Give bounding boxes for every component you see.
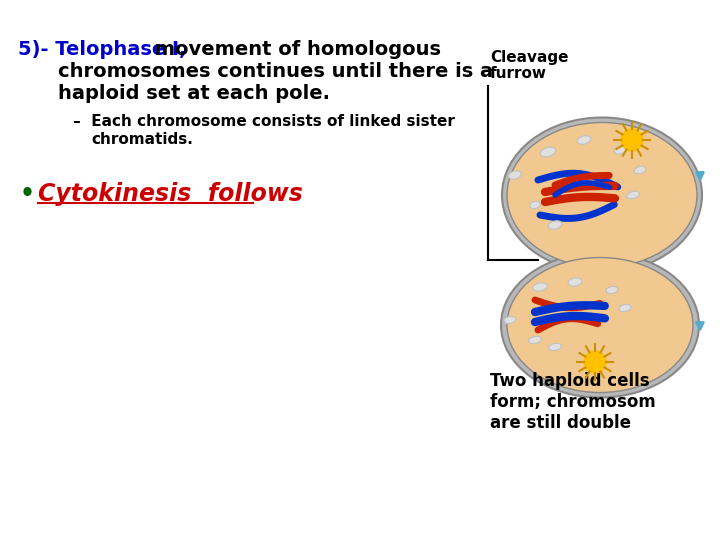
Text: Two haploid cells
form; chromosom
are still double: Two haploid cells form; chromosom are st… — [490, 372, 656, 431]
Ellipse shape — [606, 286, 618, 294]
Ellipse shape — [577, 136, 591, 144]
Ellipse shape — [614, 146, 626, 154]
Ellipse shape — [507, 123, 697, 267]
Ellipse shape — [619, 305, 631, 312]
Text: Cytokinesis  follows: Cytokinesis follows — [38, 182, 303, 206]
Circle shape — [584, 351, 606, 373]
Text: haploid set at each pole.: haploid set at each pole. — [58, 84, 330, 103]
Ellipse shape — [530, 201, 541, 208]
Ellipse shape — [508, 171, 521, 179]
Ellipse shape — [502, 118, 702, 273]
Text: chromatids.: chromatids. — [91, 132, 193, 147]
Ellipse shape — [548, 221, 562, 230]
Text: Cleavage: Cleavage — [490, 50, 569, 65]
Text: furrow: furrow — [490, 66, 547, 81]
Text: •: • — [20, 182, 35, 206]
Ellipse shape — [568, 278, 582, 286]
Ellipse shape — [504, 316, 516, 323]
Text: 5)- Telophase I,: 5)- Telophase I, — [18, 40, 186, 59]
Ellipse shape — [634, 166, 646, 174]
Ellipse shape — [501, 253, 699, 397]
Circle shape — [621, 129, 643, 151]
Ellipse shape — [507, 258, 693, 393]
Ellipse shape — [549, 343, 562, 350]
Text: –  Each chromosome consists of linked sister: – Each chromosome consists of linked sis… — [73, 114, 455, 129]
Ellipse shape — [540, 147, 556, 157]
Text: chromosomes continues until there is a: chromosomes continues until there is a — [58, 62, 493, 81]
Text: movement of homologous: movement of homologous — [148, 40, 441, 59]
Ellipse shape — [528, 336, 541, 343]
Ellipse shape — [626, 191, 639, 199]
Ellipse shape — [533, 283, 547, 291]
